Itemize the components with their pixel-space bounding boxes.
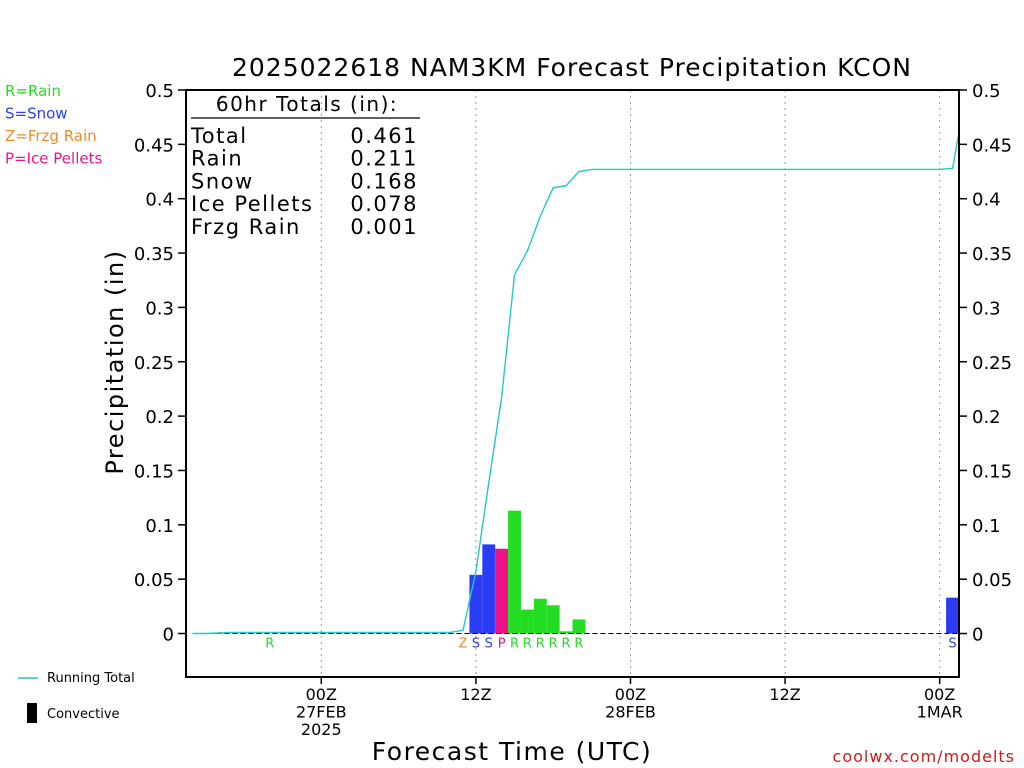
type-marker-5: R (510, 637, 519, 652)
chart-title: 2025022618 NAM3KM Forecast Precipitation… (232, 53, 912, 82)
type-marker-3: S (485, 637, 493, 652)
precip-type-legend: R=Rain S=Snow Z=Frzg Rain P=Ice Pellets (5, 82, 102, 168)
totals-label-1: Rain (191, 147, 243, 171)
precip-bars (469, 510, 959, 634)
y-tick-label-right-8: 0.4 (972, 190, 1001, 211)
y-tick-label-left-6: 0.3 (145, 298, 174, 319)
totals-title: 60hr Totals (in): (216, 92, 398, 116)
totals-value-0: 0.461 (350, 124, 418, 148)
x-tick-label-1-0: 12Z (460, 685, 491, 704)
y-tick-label-right-5: 0.25 (972, 353, 1012, 374)
y-tick-label-left-4: 0.2 (145, 407, 174, 428)
y-tick-label-left-5: 0.25 (134, 353, 174, 374)
running-total-line (192, 132, 960, 635)
x-tick-label-4-0: 00Z (924, 685, 955, 704)
type-marker-11: S (948, 637, 956, 652)
legend-running-total-label: Running Total (47, 671, 135, 686)
totals-value-4: 0.001 (350, 215, 418, 239)
totals-box: 60hr Totals (in): Total 0.461 Rain 0.211 Sno… (190, 92, 420, 239)
x-tick-label-4-1: 1MAR (917, 703, 963, 722)
legend-convective-label: Convective (47, 707, 120, 722)
y-tick-label-right-1: 0.05 (972, 570, 1012, 591)
y-tick-label-right-7: 0.35 (972, 244, 1012, 265)
totals-label-2: Snow (191, 169, 254, 193)
plot-frame (185, 89, 960, 678)
bar-4 (520, 609, 534, 634)
totals-value-1: 0.211 (350, 147, 418, 171)
y-tick-label-right-6: 0.3 (972, 298, 1001, 319)
bar-5 (533, 598, 547, 634)
y-tick-label-left-1: 0.05 (134, 570, 174, 591)
bar-1 (482, 544, 496, 634)
totals-label-4: Frzg Rain (191, 215, 301, 239)
bar-3 (508, 510, 521, 634)
totals-label-3: Ice Pellets (191, 192, 313, 216)
y-tick-label-right-10: 0.5 (972, 81, 1001, 102)
y-tick-label-left-7: 0.35 (134, 244, 174, 265)
bar-7 (559, 631, 573, 634)
bar-0 (469, 574, 483, 634)
y-axis-label: Precipitation (in) (101, 249, 129, 474)
y-tick-label-left-10: 0.5 (145, 81, 174, 102)
precip-legend-item-0: R=Rain (5, 82, 61, 100)
totals-value-3: 0.078 (350, 192, 418, 216)
grid-lines (320, 90, 941, 677)
y-tick-label-left-8: 0.4 (145, 190, 174, 211)
x-axis-label: Forecast Time (UTC) (372, 737, 652, 766)
totals-value-2: 0.168 (350, 169, 418, 193)
type-marker-1: Z (459, 637, 468, 652)
type-marker-8: R (549, 637, 558, 652)
y-tick-label-left-0: 0 (163, 625, 174, 646)
y-tick-label-right-3: 0.15 (972, 461, 1012, 482)
bar-9 (946, 597, 959, 634)
bar-6 (546, 605, 560, 634)
y-tick-label-right-2: 0.1 (972, 516, 1001, 537)
y-tick-label-left-9: 0.45 (134, 135, 174, 156)
type-marker-7: R (536, 637, 545, 652)
type-marker-9: R (562, 637, 571, 652)
precip-legend-item-1: S=Snow (5, 105, 68, 123)
credit-text: coolwx.com/modelts (833, 747, 1015, 766)
type-marker-6: R (523, 637, 532, 652)
x-tick-label-3-0: 12Z (769, 685, 800, 704)
type-marker-2: S (472, 637, 480, 652)
y-tick-label-right-0: 0 (972, 625, 983, 646)
type-marker-0: R (265, 637, 274, 652)
type-marker-4: P (498, 637, 506, 652)
legend-convective-swatch (27, 703, 37, 723)
y-tick-label-right-9: 0.45 (972, 135, 1012, 156)
y-axis-right: 0 0.05 0.1 0.15 0.2 0.25 0.3 0.35 0.4 0.45 0.5 (959, 81, 1012, 646)
precip-legend-item-2: Z=Frzg Rain (5, 127, 97, 145)
type-marker-10: R (574, 637, 583, 652)
y-tick-label-left-3: 0.15 (134, 461, 174, 482)
x-tick-label-2-1: 28FEB (605, 703, 656, 722)
totals-label-0: Total (190, 124, 248, 148)
bar-8 (572, 619, 586, 634)
bar-2 (495, 548, 509, 634)
x-tick-label-0-1: 27FEB (296, 703, 347, 722)
y-axis-left: 0 0.05 0.1 0.15 0.2 0.25 0.3 0.35 0.4 0.45 0.5 (134, 81, 186, 646)
y-tick-label-right-4: 0.2 (972, 407, 1001, 428)
precip-legend-item-3: P=Ice Pellets (5, 150, 102, 168)
y-tick-label-left-2: 0.1 (145, 516, 174, 537)
x-tick-label-0-2: 2025 (301, 720, 342, 739)
series-legend: Running Total Convective (18, 671, 135, 723)
x-tick-label-0-0: 00Z (306, 685, 337, 704)
x-tick-label-2-0: 00Z (615, 685, 646, 704)
